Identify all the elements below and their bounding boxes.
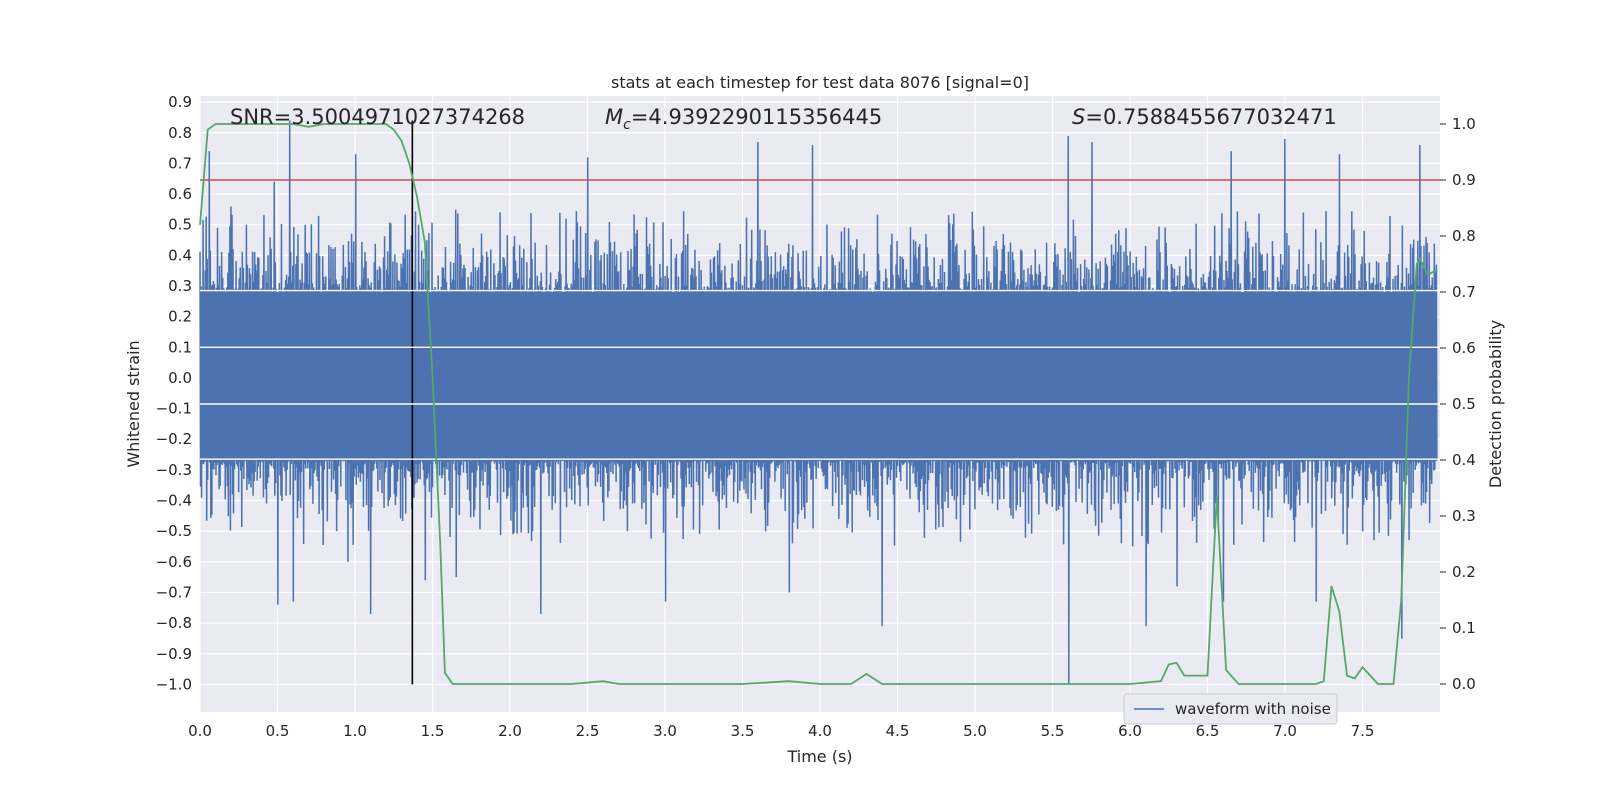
s-value: =0.7588455677032471 xyxy=(1085,105,1336,129)
x-tick-label: 2.5 xyxy=(576,722,600,740)
x-tick-label: 3.5 xyxy=(731,722,755,740)
y-axis-title: Whitened strain xyxy=(124,340,143,467)
legend-box xyxy=(1123,693,1338,725)
legend: waveform with noise xyxy=(1123,693,1338,725)
x-tick-label: 6.5 xyxy=(1196,722,1220,740)
probability-line xyxy=(199,123,1438,685)
y-tick-label: 0.4 xyxy=(168,246,192,264)
y2-axis-ticks: 1.0 0.9 0.8 0.7 0.6 0.5 0.4 0.3 0.2 0.1 0.0 xyxy=(1440,115,1476,693)
y-tick-label: −0.4 xyxy=(156,492,192,510)
s-symbol: S xyxy=(1072,105,1085,129)
mc-symbol: M xyxy=(605,105,623,129)
y-tick-label: −0.3 xyxy=(156,461,192,479)
x-axis-ticks: 0.0 0.5 1.0 1.5 2.0 2.5 3.0 3.5 4.0 4.5 5.0 5.5 6.0 6… xyxy=(188,722,1374,740)
y2-tick-label: 1.0 xyxy=(1452,115,1476,133)
legend-label-waveform: waveform with noise xyxy=(1175,700,1331,718)
x-tick-label: 0.5 xyxy=(266,722,290,740)
y-tick-label: −0.5 xyxy=(156,522,192,540)
snr-annotation: SNR=3.5004971027374268 xyxy=(230,105,525,129)
y-tick-label: 0.8 xyxy=(168,124,192,142)
x-tick-label: 5.5 xyxy=(1041,722,1065,740)
overlay-lines xyxy=(200,120,1440,685)
mc-value: =4.9392290115356445 xyxy=(631,105,882,129)
y2-tick-label: 0.8 xyxy=(1452,227,1476,245)
y2-tick-label: 0.4 xyxy=(1452,451,1476,469)
probability-series xyxy=(199,123,1438,685)
y-tick-label: 0.3 xyxy=(168,277,192,295)
y-tick-label: 0.0 xyxy=(168,369,192,387)
x-axis-title: Time (s) xyxy=(786,747,852,766)
y-tick-label: −0.8 xyxy=(156,614,192,632)
waveform-core-band xyxy=(200,292,1437,461)
x-tick-label: 1.5 xyxy=(421,722,445,740)
y-tick-label: 0.7 xyxy=(168,154,192,172)
y2-axis-title: Detection probability xyxy=(1486,320,1505,488)
x-tick-label: 6.0 xyxy=(1118,722,1142,740)
y-tick-label: 0.9 xyxy=(168,93,192,111)
y2-tick-label: 0.0 xyxy=(1452,675,1476,693)
mc-annotation: Mc=4.9392290115356445 xyxy=(605,105,882,133)
x-tick-label: 5.0 xyxy=(963,722,987,740)
y-tick-label: 0.5 xyxy=(168,216,192,234)
x-tick-label: 2.0 xyxy=(498,722,522,740)
waveform-series xyxy=(199,120,1438,685)
x-tick-label: 1.0 xyxy=(343,722,367,740)
y-tick-label: 0.6 xyxy=(168,185,192,203)
y-tick-label: −0.2 xyxy=(156,430,192,448)
y2-tick-label: 0.1 xyxy=(1452,619,1476,637)
y2-tick-label: 0.2 xyxy=(1452,563,1476,581)
y-tick-label: −0.1 xyxy=(156,400,192,418)
x-tick-label: 7.0 xyxy=(1273,722,1297,740)
y-tick-label: 0.1 xyxy=(168,338,192,356)
y-tick-label: −0.6 xyxy=(156,553,192,571)
y2-tick-label: 0.3 xyxy=(1452,507,1476,525)
y-axis-ticks: 0.9 0.8 0.7 0.6 0.5 0.4 0.3 0.2 0.1 0.0 −0.1 −0.2 −0… xyxy=(156,93,192,693)
y2-tick-label: 0.9 xyxy=(1452,171,1476,189)
y2-tick-label: 0.7 xyxy=(1452,283,1476,301)
x-tick-label: 4.5 xyxy=(886,722,910,740)
y2-tick-label: 0.6 xyxy=(1452,339,1476,357)
x-tick-label: 0.0 xyxy=(188,722,212,740)
y-tick-label: −0.7 xyxy=(156,583,192,601)
chart-title: stats at each timestep for test data 807… xyxy=(611,73,1029,92)
y2-tick-label: 0.5 xyxy=(1452,395,1476,413)
x-tick-label: 3.0 xyxy=(653,722,677,740)
x-tick-label: 7.5 xyxy=(1351,722,1375,740)
x-tick-label: 4.0 xyxy=(808,722,832,740)
y-tick-label: −0.9 xyxy=(156,645,192,663)
mc-subscript: c xyxy=(623,117,631,133)
y-tick-label: 0.2 xyxy=(168,308,192,326)
y-tick-label: −1.0 xyxy=(156,675,192,693)
s-annotation: S=0.7588455677032471 xyxy=(1072,105,1337,129)
